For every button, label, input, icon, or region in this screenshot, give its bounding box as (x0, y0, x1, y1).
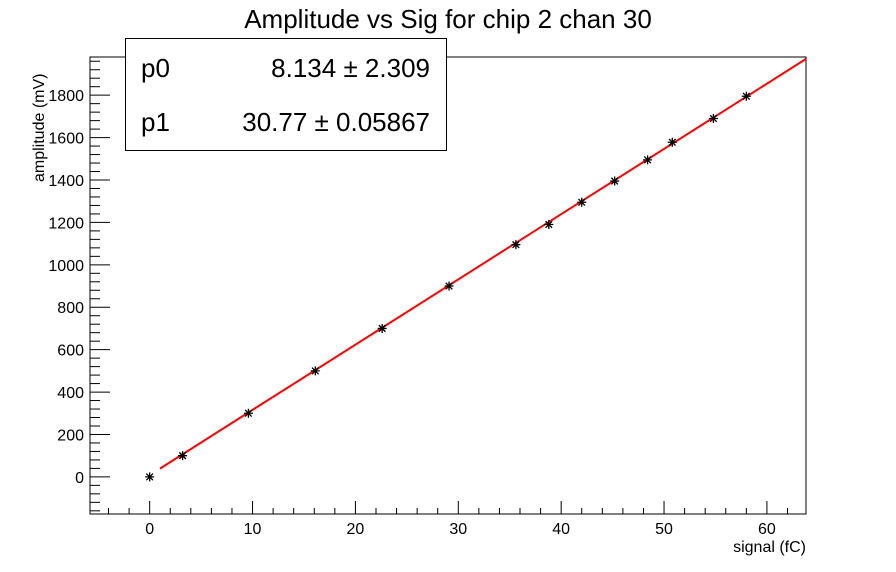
data-point (667, 137, 677, 147)
fit-line (159, 58, 807, 470)
data-point (708, 113, 718, 123)
data-point (741, 91, 751, 101)
data-points-layer (145, 91, 751, 482)
y-axis-label: amplitude (mV) (31, 73, 48, 182)
x-tick-label: 20 (347, 521, 365, 538)
data-point (377, 323, 387, 333)
y-tick-label: 1000 (48, 258, 84, 275)
stats-row-p1: p1 30.77 ± 0.05867 (126, 107, 446, 147)
data-point (544, 220, 554, 230)
x-tick-label: 30 (449, 521, 467, 538)
y-tick-label: 200 (57, 427, 84, 444)
fit-line-layer (159, 58, 807, 470)
stats-name-p1: p1 (141, 107, 170, 137)
y-tick-label: 600 (57, 343, 84, 360)
stats-name-p0: p0 (141, 53, 170, 83)
y-tick-label: 1200 (48, 215, 84, 232)
x-axis-label: signal (fC) (733, 539, 806, 556)
data-point (310, 366, 320, 376)
data-point (643, 155, 653, 165)
x-tick-label: 10 (244, 521, 262, 538)
x-tick-label: 0 (145, 521, 154, 538)
data-point (444, 281, 454, 291)
x-tick-label: 40 (552, 521, 570, 538)
axis-ticks: 0 10 20 30 40 50 60020040060080010001200140016… (48, 60, 788, 538)
fit-stats-box: p0 8.134 ± 2.309 p1 30.77 ± 0.05867 (125, 38, 447, 151)
x-tick-label: 60 (758, 521, 776, 538)
y-tick-label: 1800 (48, 88, 84, 105)
y-tick-label: 800 (57, 300, 84, 317)
data-point (178, 451, 188, 461)
data-point (610, 176, 620, 186)
y-tick-label: 1600 (48, 131, 84, 148)
data-point (145, 472, 155, 482)
data-point (511, 240, 521, 250)
data-point (577, 197, 587, 207)
plot-frame (89, 56, 807, 515)
stats-value-p0: 8.134 ± 2.309 (271, 53, 430, 83)
x-tick-label: 50 (655, 521, 673, 538)
y-tick-label: 0 (75, 470, 84, 487)
stats-row-p0: p0 8.134 ± 2.309 (126, 53, 446, 93)
chart-title: Amplitude vs Sig for chip 2 chan 30 (244, 4, 652, 34)
data-point (243, 408, 253, 418)
stats-value-p1: 30.77 ± 0.05867 (242, 107, 430, 137)
y-tick-label: 1400 (48, 173, 84, 190)
y-tick-label: 400 (57, 385, 84, 402)
